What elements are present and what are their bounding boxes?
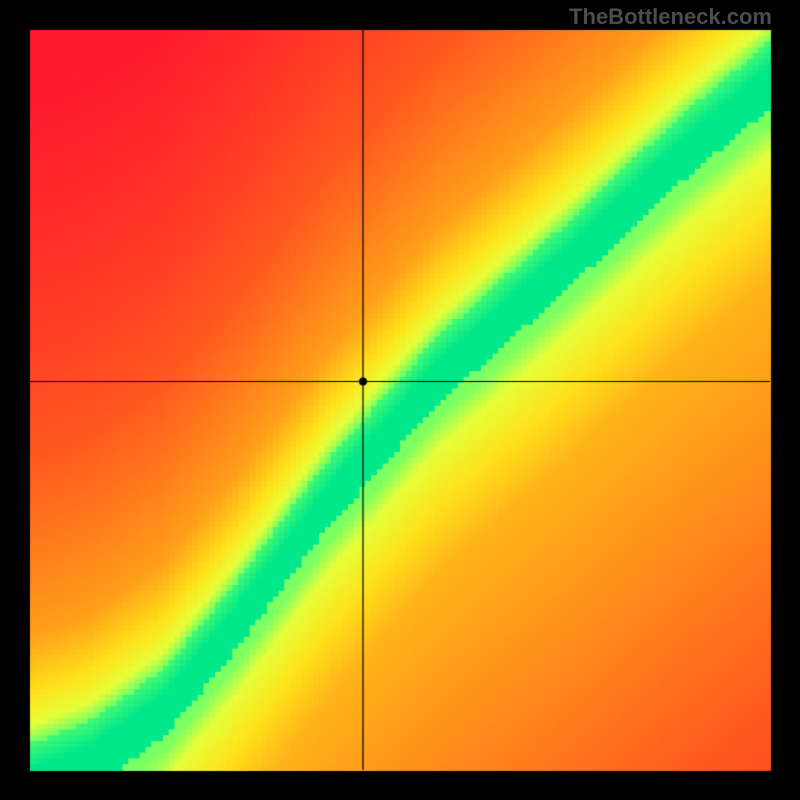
watermark-text: TheBottleneck.com — [569, 4, 772, 30]
bottleneck-heatmap — [0, 0, 800, 800]
